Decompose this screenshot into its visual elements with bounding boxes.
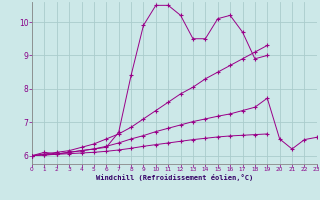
X-axis label: Windchill (Refroidissement éolien,°C): Windchill (Refroidissement éolien,°C): [96, 174, 253, 181]
